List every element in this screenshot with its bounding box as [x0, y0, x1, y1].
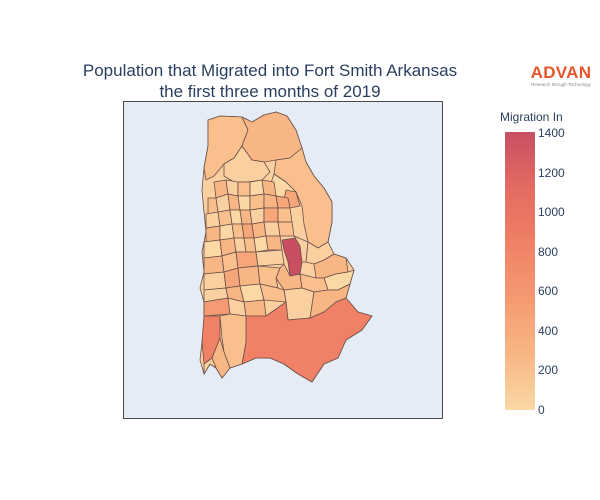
- colorbar-tick-1000: 1000: [538, 205, 565, 219]
- region-c4[interactable]: [249, 179, 265, 197]
- region-c17[interactable]: [249, 207, 265, 225]
- region-c26[interactable]: [277, 221, 295, 237]
- region-c5[interactable]: [261, 179, 277, 197]
- region-c27[interactable]: [203, 239, 223, 259]
- region-southeast-large[interactable]: [241, 297, 373, 383]
- map-frame[interactable]: [123, 101, 443, 419]
- region-c20[interactable]: [205, 225, 221, 243]
- region-c33[interactable]: [293, 235, 309, 263]
- region-m8[interactable]: [223, 267, 241, 289]
- region-c10[interactable]: [249, 193, 265, 211]
- region-c18[interactable]: [263, 207, 279, 223]
- advan-logo: ADVAN Research through Technology: [525, 64, 597, 88]
- colorbar-tick-800: 800: [538, 245, 559, 259]
- region-m9[interactable]: [237, 265, 261, 287]
- region-m3[interactable]: [235, 251, 259, 269]
- region-c24[interactable]: [251, 221, 267, 239]
- region-l5[interactable]: [283, 287, 315, 321]
- chart-title: Population that Migrated into Fort Smith…: [40, 60, 500, 102]
- region-w3[interactable]: [243, 299, 267, 317]
- region-m10[interactable]: [257, 265, 281, 289]
- region-c13[interactable]: [205, 211, 221, 229]
- colorbar-title: Migration In: [500, 110, 563, 124]
- colorbar-tick-200: 200: [538, 363, 559, 377]
- region-c14[interactable]: [217, 209, 233, 227]
- region-c3[interactable]: [237, 181, 251, 197]
- colorbar-tick-400: 400: [538, 324, 559, 338]
- region-sw4[interactable]: [203, 357, 217, 375]
- colorbar-tick-1200: 1200: [538, 166, 565, 180]
- advan-logo-tagline: Research through Technology: [531, 82, 591, 87]
- region-c19[interactable]: [277, 207, 293, 223]
- region-m4[interactable]: [255, 249, 285, 267]
- colorbar-tick-0: 0: [538, 403, 545, 417]
- region-c32[interactable]: [265, 235, 283, 251]
- region-m7[interactable]: [203, 271, 227, 291]
- advan-logo-word: ADVAN: [530, 63, 592, 82]
- region-north-east[interactable]: [241, 111, 303, 163]
- region-c12[interactable]: [275, 195, 291, 209]
- choropleth-map[interactable]: [124, 102, 442, 418]
- region-c21[interactable]: [219, 223, 235, 241]
- region-c25[interactable]: [263, 221, 281, 237]
- chart-title-line-2: the first three months of 2019: [159, 82, 381, 101]
- region-c31[interactable]: [253, 235, 269, 253]
- chart-title-line-1: Population that Migrated into Fort Smith…: [82, 61, 458, 80]
- region-c2[interactable]: [225, 179, 239, 197]
- colorbar-gradient: [505, 132, 535, 410]
- colorbar-tick-1400: 1400: [538, 126, 565, 140]
- region-c9[interactable]: [237, 195, 251, 211]
- region-north-center[interactable]: [223, 145, 271, 183]
- region-sw2[interactable]: [219, 313, 247, 369]
- region-m1[interactable]: [203, 255, 225, 275]
- colorbar-tick-600: 600: [538, 284, 559, 298]
